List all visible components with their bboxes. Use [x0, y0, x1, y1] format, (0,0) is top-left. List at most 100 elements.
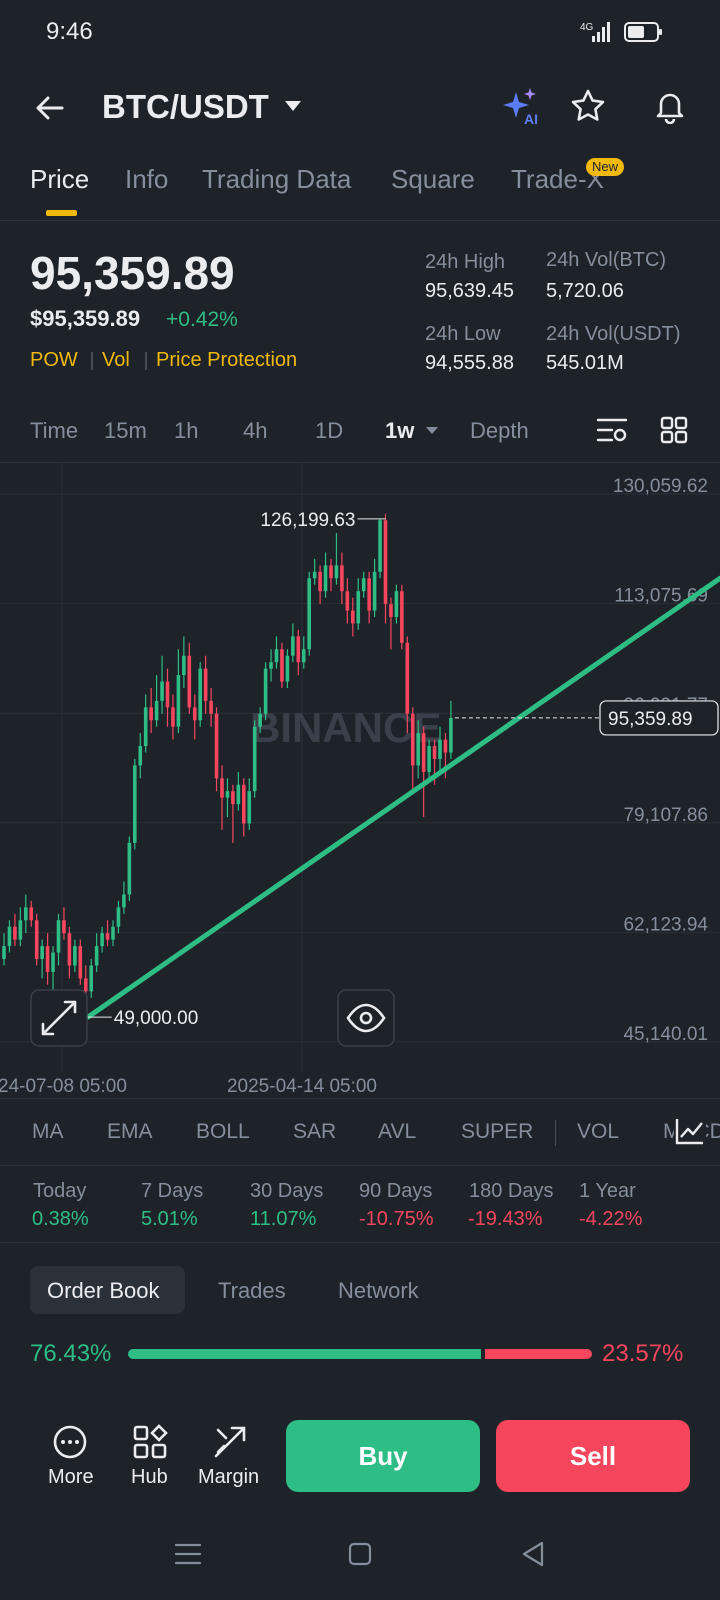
back-nav-icon[interactable]: [520, 1540, 546, 1568]
tab-square[interactable]: Square: [391, 164, 475, 194]
status-bar: 9:46 4G: [0, 0, 720, 64]
expand-icon: [41, 1000, 77, 1036]
timeframe-1w[interactable]: 1w: [385, 418, 415, 443]
signal-icon: 4G: [580, 20, 614, 44]
candle-body: [329, 565, 333, 579]
chart-watermark: BINANCE: [250, 704, 441, 751]
stat-vol-usdt-label: 24h Vol(USDT): [546, 323, 681, 345]
x-axis: 24-07-08 05:00 2025-04-14 05:00: [0, 1076, 377, 1097]
candle-body: [171, 707, 175, 727]
bid-ratio-bar: [128, 1349, 481, 1359]
hub-icon[interactable]: [132, 1424, 168, 1460]
candle-body: [258, 713, 262, 727]
candle-body: [62, 920, 66, 934]
bell-icon[interactable]: [652, 88, 688, 124]
candle-body: [312, 571, 317, 579]
candle-body: [421, 733, 426, 772]
candle-body: [100, 933, 104, 947]
indicator-chart-icon[interactable]: [674, 1116, 706, 1146]
caret-down-icon[interactable]: [425, 426, 439, 435]
stat-high-value: 95,639.45: [425, 280, 514, 302]
divider: [555, 1120, 556, 1146]
candle-body: [307, 578, 311, 650]
candle-body: [291, 636, 295, 656]
caret-down-icon[interactable]: [284, 100, 302, 112]
candle-body: [378, 520, 382, 572]
candles: [2, 513, 453, 1018]
candle-body: [165, 681, 170, 708]
candle-body: [372, 571, 377, 611]
candle-body: [111, 926, 115, 940]
indicator-ma[interactable]: MA: [32, 1120, 64, 1143]
tab-price[interactable]: Price: [30, 164, 90, 194]
indicator-ema[interactable]: EMA: [107, 1120, 153, 1143]
price-chart[interactable]: BINANCE 130,059.62113,075.6996,091.7779,…: [0, 462, 720, 1098]
tab-trades[interactable]: Trades: [218, 1278, 286, 1303]
buy-button[interactable]: Buy: [286, 1420, 480, 1492]
indicator-sar[interactable]: SAR: [293, 1120, 337, 1143]
candle-body: [89, 965, 93, 992]
sell-button[interactable]: Sell: [496, 1420, 690, 1492]
stat-vol-usdt-value: 545.01M: [546, 352, 624, 374]
candle-body: [427, 746, 431, 772]
trend-line[interactable]: [85, 575, 720, 1020]
candle-body: [389, 604, 393, 617]
timeframe-4h[interactable]: 4h: [243, 418, 268, 443]
tab-trading-data[interactable]: Trading Data: [202, 164, 352, 194]
candle-body: [105, 933, 110, 940]
tag-vol[interactable]: Vol: [102, 349, 130, 371]
candle-body: [263, 668, 268, 714]
active-tab-indicator: [46, 210, 77, 216]
perf-value-90d: -10.75%: [359, 1208, 434, 1230]
indicator-super[interactable]: SUPER: [461, 1120, 534, 1143]
visibility-button[interactable]: [337, 989, 395, 1047]
timeframe-1d[interactable]: 1D: [315, 418, 344, 443]
tab-info[interactable]: Info: [125, 164, 169, 194]
expand-button[interactable]: [30, 989, 88, 1047]
timeframe-depth[interactable]: Depth: [470, 418, 529, 443]
back-arrow-icon[interactable]: [32, 90, 68, 126]
tag-pow[interactable]: POW: [30, 349, 78, 371]
divider: [0, 1165, 720, 1166]
last-price-box: [599, 700, 719, 736]
ai-sparkle-icon[interactable]: AI: [500, 86, 544, 128]
tab-network[interactable]: Network: [338, 1278, 419, 1303]
candle-body: [67, 933, 72, 966]
margin-button[interactable]: Margin: [198, 1466, 260, 1488]
margin-icon[interactable]: [212, 1424, 248, 1460]
grid-layout-icon[interactable]: [660, 416, 688, 444]
x-tick-label: 2025-04-14 05:00: [227, 1076, 377, 1097]
tag-price-protection[interactable]: Price Protection: [156, 349, 298, 371]
candle-body: [361, 578, 366, 592]
hub-button[interactable]: Hub: [131, 1466, 168, 1488]
tab-order-book[interactable]: Order Book: [47, 1278, 160, 1303]
perf-value-7d: 5.01%: [141, 1208, 198, 1230]
chart-settings-icon[interactable]: [596, 416, 628, 446]
candle-body: [383, 520, 388, 605]
candle-body: [334, 565, 339, 579]
candle-body: [405, 642, 410, 714]
indicator-vol[interactable]: VOL: [577, 1120, 620, 1143]
candle-body: [285, 655, 290, 682]
last-price: 95,359.89: [30, 247, 235, 299]
timeframe-1h[interactable]: 1h: [174, 418, 199, 443]
menu-nav-icon[interactable]: [174, 1542, 202, 1566]
candle-body: [56, 920, 61, 953]
more-button[interactable]: More: [48, 1466, 94, 1488]
candle-body: [231, 791, 235, 805]
system-nav-bar: [0, 1520, 720, 1600]
home-nav-icon[interactable]: [348, 1542, 372, 1566]
timeframe-time[interactable]: Time: [30, 418, 79, 443]
price-change: +0.42%: [166, 308, 238, 331]
pair-title[interactable]: BTC/USDT: [102, 88, 269, 125]
candle-body: [340, 565, 344, 592]
favorite-star-icon[interactable]: [570, 88, 606, 124]
candle-body: [127, 842, 132, 895]
divider: [0, 220, 720, 221]
timeframe-15m[interactable]: 15m: [104, 418, 147, 443]
indicator-boll[interactable]: BOLL: [196, 1120, 250, 1143]
indicator-avl[interactable]: AVL: [378, 1120, 417, 1143]
more-icon[interactable]: [52, 1424, 88, 1460]
candle-body: [220, 778, 224, 798]
candle-body: [443, 739, 448, 753]
